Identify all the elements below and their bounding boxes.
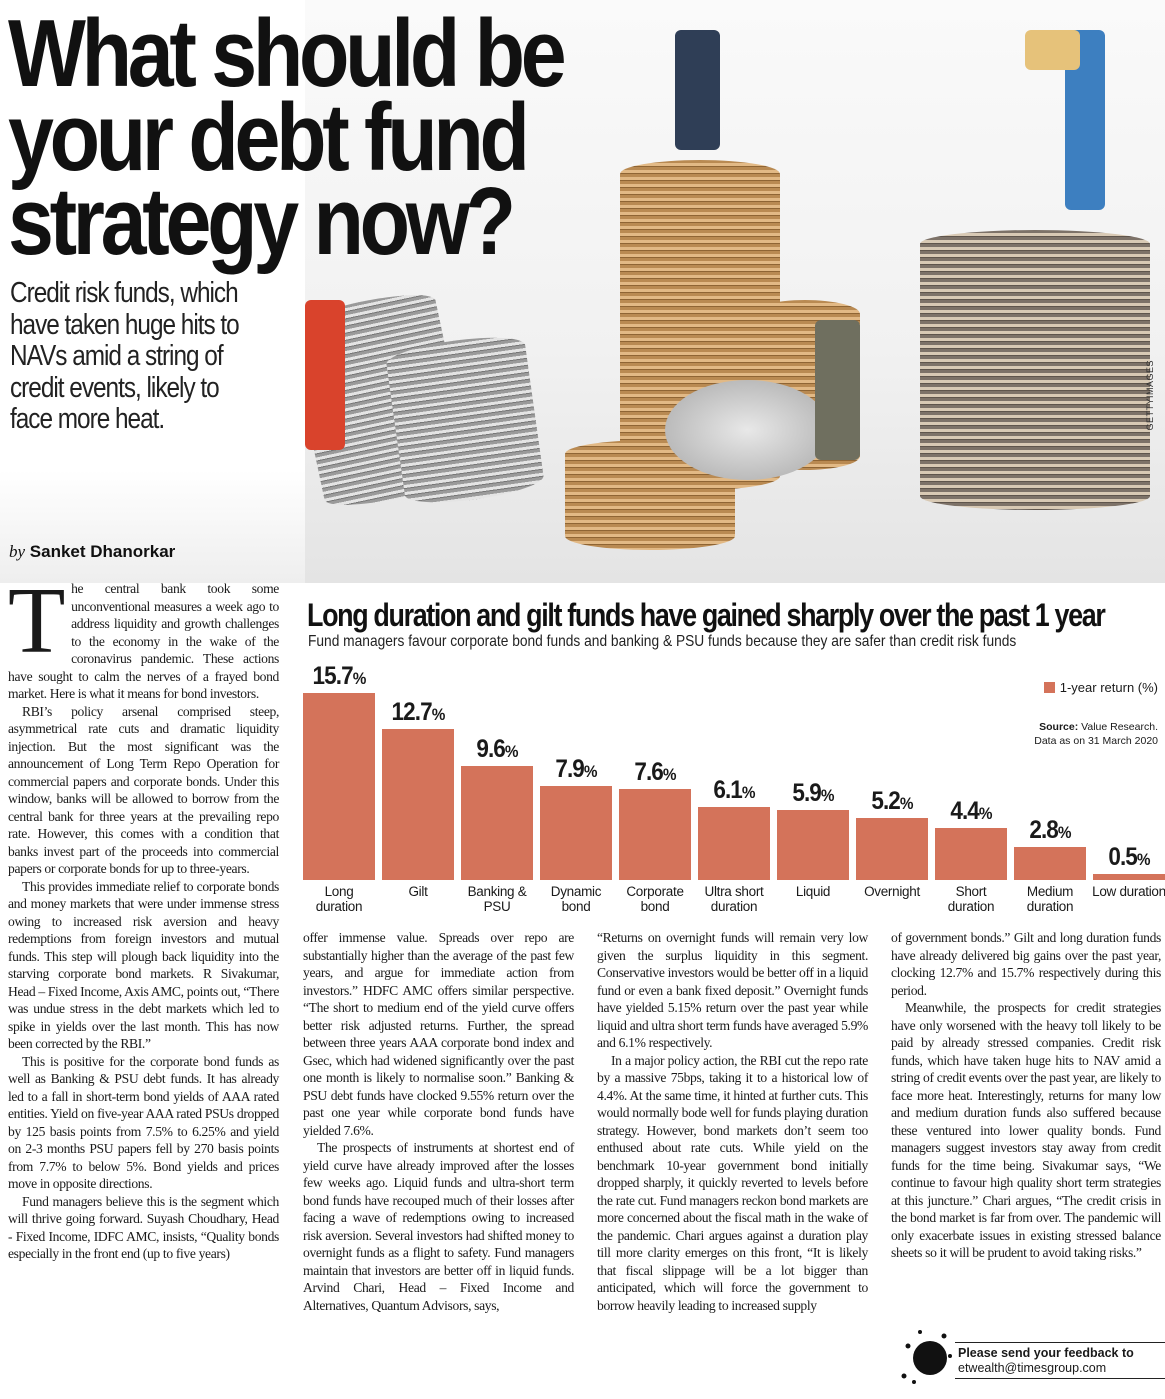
chart-title: Long duration and gilt funds have gained… [307, 597, 1106, 633]
paragraph: “Returns on overnight funds will remain … [597, 930, 868, 1050]
paragraph: of government bonds.” Gilt and long dura… [891, 930, 1161, 998]
coin [665, 380, 830, 480]
bar-0 [303, 693, 375, 880]
source-label: Source: [1039, 721, 1079, 733]
drop-cap: T [8, 569, 66, 673]
bar-value-label: 2.8% [1029, 815, 1071, 844]
feedback-email[interactable]: etwealth@timesgroup.com [958, 1361, 1107, 1375]
figurine-grey [815, 320, 860, 460]
figurine-blue [675, 30, 720, 150]
paragraph: Fund managers believe this is the segmen… [8, 1193, 279, 1262]
category-label: Long duration [315, 884, 363, 914]
byline-prefix: by [9, 542, 26, 561]
bar-value-label: 12.7% [391, 697, 446, 726]
chart-source: Source: Value Research. Data as on 31 Mar… [1034, 720, 1158, 748]
feedback-label: Please send your feedback to [958, 1346, 1134, 1360]
paragraph: In a major policy action, the RBI cut th… [597, 1052, 868, 1313]
bar-7 [856, 818, 928, 880]
hero-photo-coins-figurines [305, 0, 1165, 583]
byline: by Sanket Dhanorkar [9, 542, 175, 562]
paragraph: offer immense value. Spreads over repo a… [303, 930, 574, 1138]
ink-splat-icon [901, 1330, 952, 1384]
paragraph-text: he central bank took some unconventional… [8, 581, 279, 701]
paragraph: This is positive for the corporate bond … [8, 1053, 279, 1192]
bar-value-label: 5.2% [871, 787, 913, 816]
category-label: Liquid [795, 884, 831, 899]
author: Sanket Dhanorkar [29, 542, 176, 561]
bar-2 [461, 765, 533, 880]
article-column-3: “Returns on overnight funds will remain … [597, 929, 868, 1314]
category-label: Medium duration [1026, 884, 1074, 914]
data-note: Data as on 31 March 2020 [1034, 735, 1158, 747]
chart-subtitle: Fund managers favour corporate bond fund… [308, 633, 1017, 650]
photo-credit: GETTYIMAGES [1145, 360, 1155, 431]
coin-stack [920, 230, 1150, 510]
bar-6 [777, 809, 849, 880]
photo-extension [0, 470, 305, 583]
bar-value-label: 15.7% [312, 662, 367, 690]
deck: Credit risk funds, which have taken huge… [10, 277, 240, 435]
bar-3 [540, 785, 612, 880]
chart-legend: 1-year return (%) [1043, 680, 1158, 695]
article-column-4: of government bonds.” Gilt and long dura… [891, 929, 1161, 1262]
bar-value-label: 4.4% [950, 796, 992, 825]
article-column-2: offer immense value. Spreads over repo a… [303, 929, 574, 1314]
category-label: Gilt [408, 884, 428, 899]
feedback-box: Please send your feedback to etwealth@tim… [955, 1342, 1165, 1379]
category-label: Short duration [947, 884, 995, 914]
legend-label: 1-year return (%) [1059, 680, 1158, 695]
category-label: Corporate bond [626, 884, 684, 914]
bar-value-label: 7.9% [555, 754, 597, 783]
legend-swatch [1043, 682, 1055, 693]
bar-10 [1093, 874, 1165, 880]
bar-value-label: 7.6% [634, 758, 676, 787]
category-label: Overnight [864, 884, 920, 899]
category-label: Dynamic bond [550, 884, 602, 914]
bar-value-label: 0.5% [1108, 843, 1150, 872]
bar-5 [698, 807, 770, 880]
category-label: Banking & PSU [467, 884, 527, 914]
bar-value-label: 9.6% [476, 734, 518, 763]
source-value: Value Research. [1081, 721, 1158, 733]
paragraph: RBI’s policy arsenal comprised steep, as… [8, 703, 279, 877]
figurine-red [305, 300, 345, 450]
bar-1 [382, 728, 454, 880]
category-label: Ultra short duration [704, 884, 764, 914]
category-label: Low duration [1092, 884, 1165, 899]
coin-stack [384, 331, 546, 509]
bar-value-label: 6.1% [713, 776, 755, 805]
paragraph: Meanwhile, the prospects for credit stra… [891, 1000, 1161, 1260]
bar-value-label: 5.9% [792, 778, 834, 807]
headline: What should be your debt fund strategy n… [8, 0, 567, 275]
figurine-crate [1025, 30, 1080, 70]
paragraph: The prospects of instruments at shortest… [303, 1140, 574, 1313]
bar-8 [935, 827, 1007, 880]
paragraph: This provides immediate relief to corpor… [8, 878, 279, 1052]
bar-9 [1014, 846, 1086, 880]
bar-4 [619, 789, 691, 880]
